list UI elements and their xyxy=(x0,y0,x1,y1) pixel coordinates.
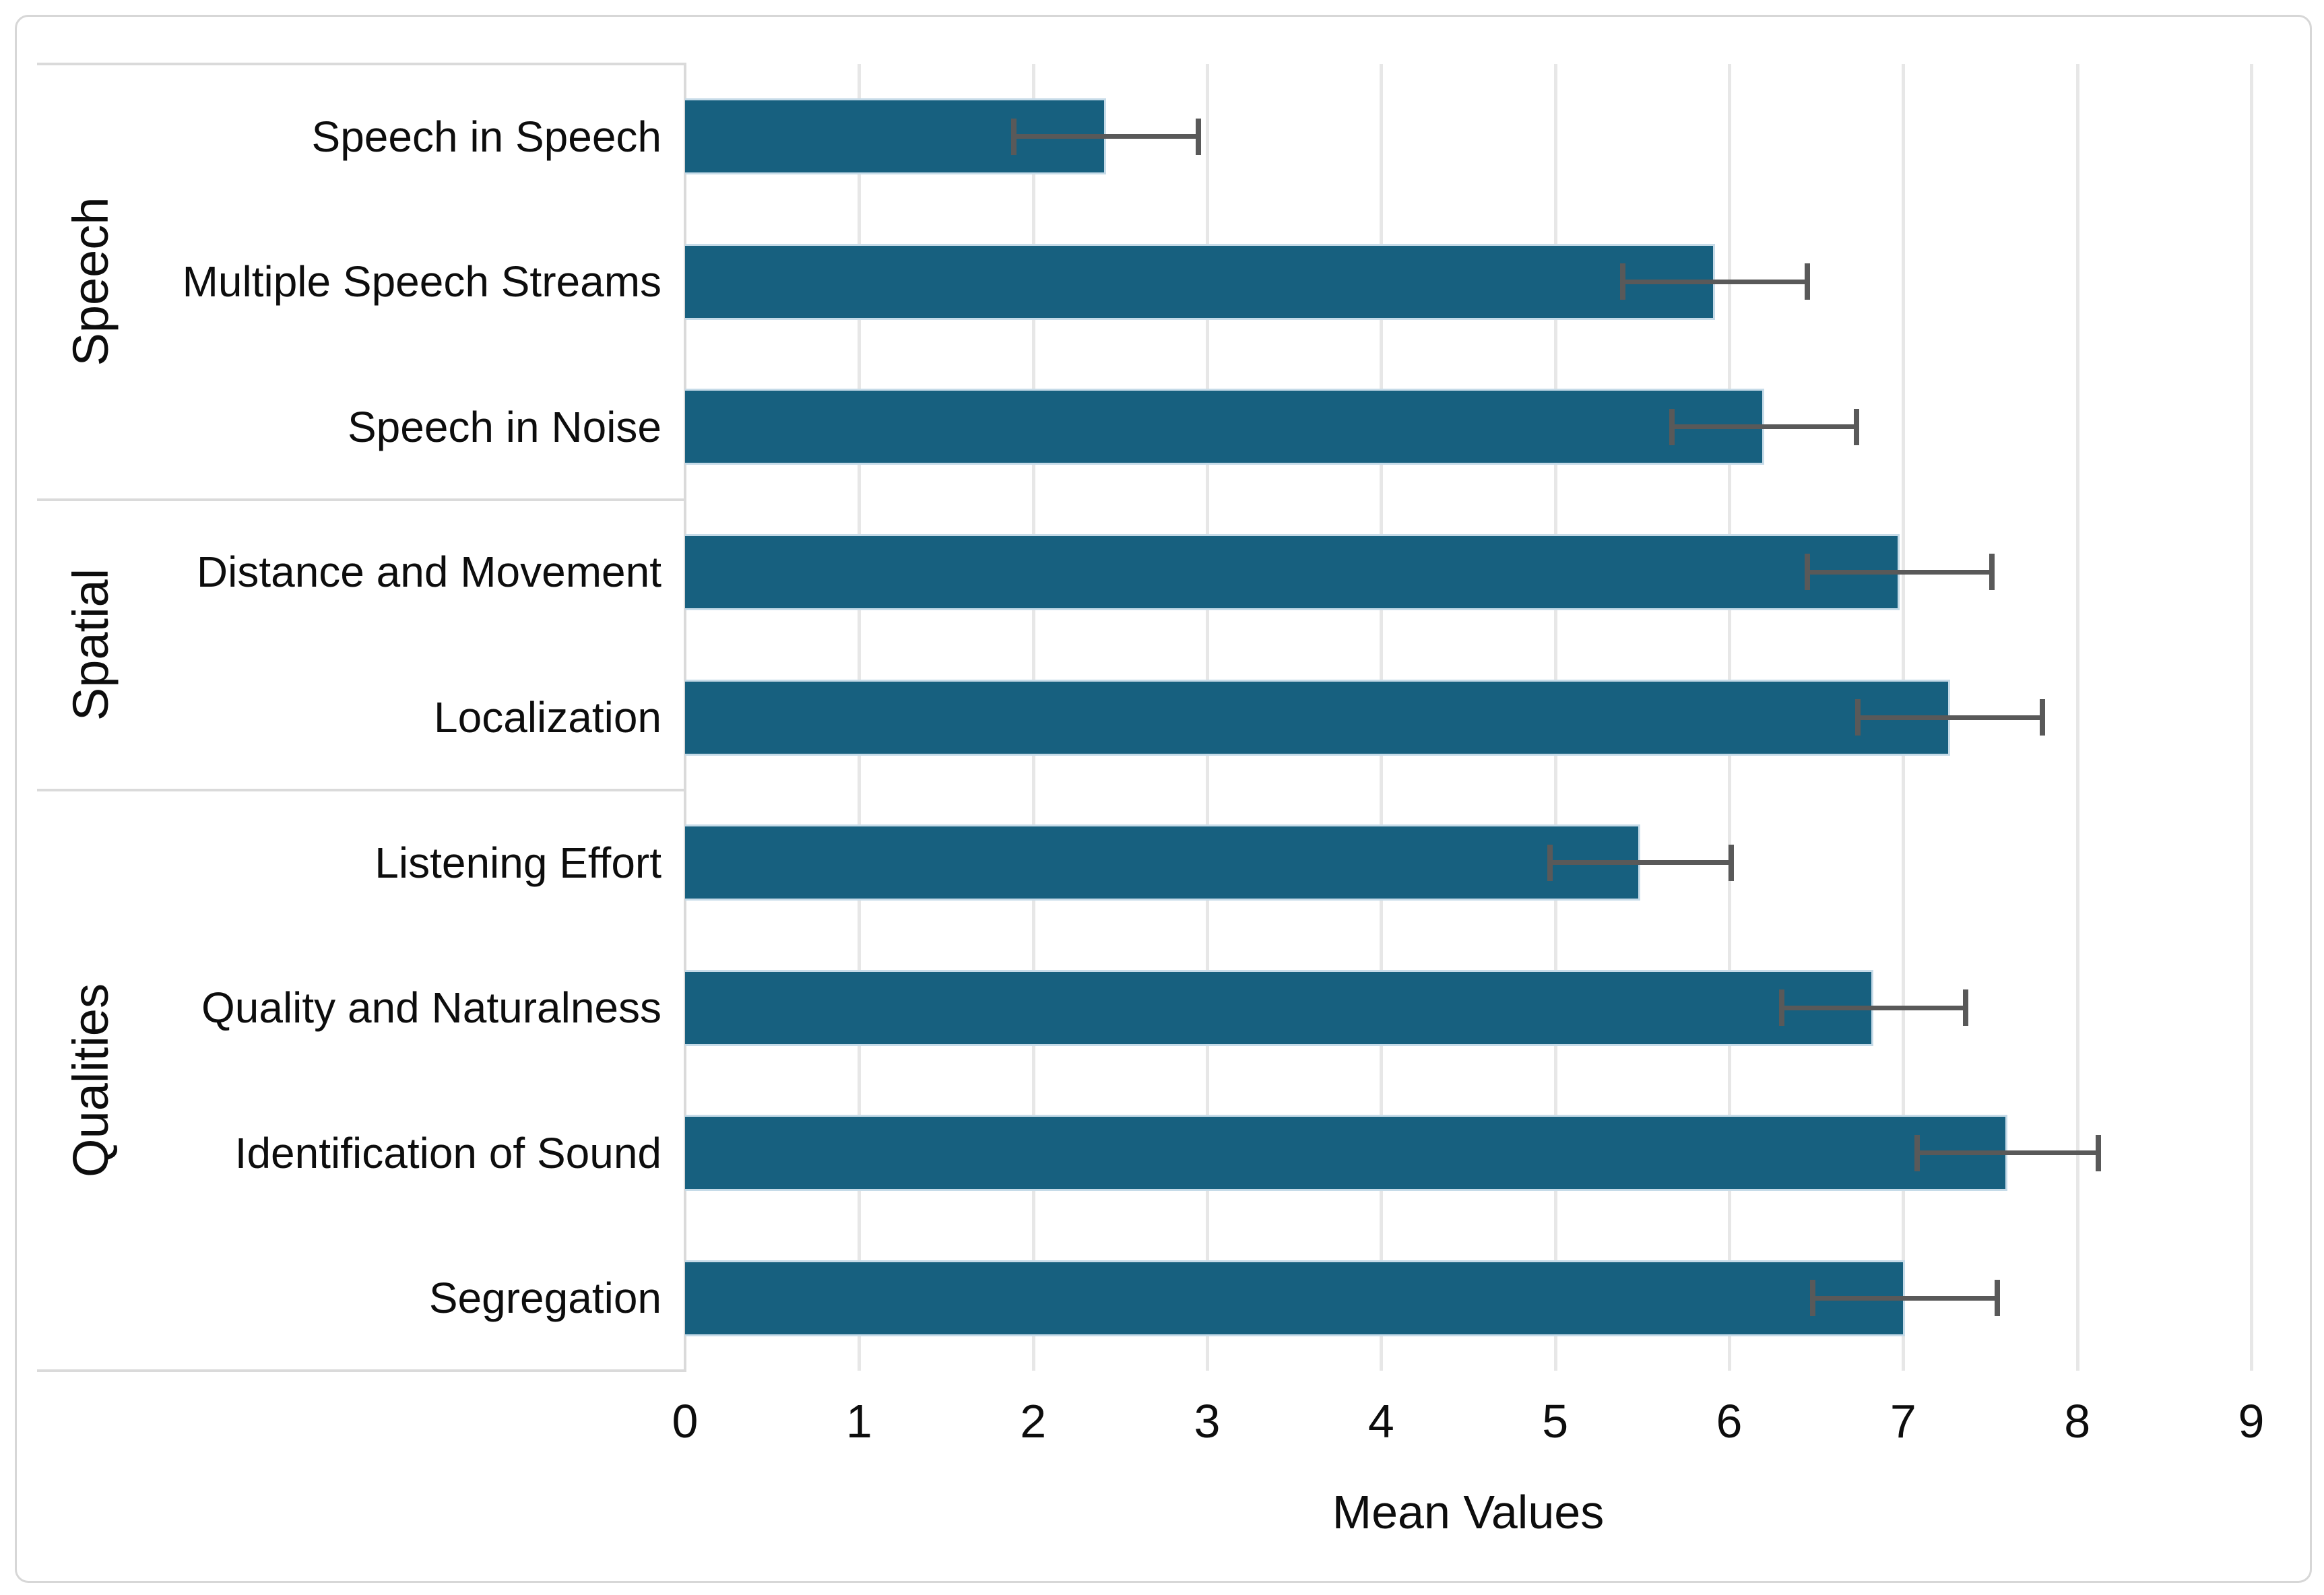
error-bar-whisker xyxy=(1858,715,2042,720)
x-tick-label: 2 xyxy=(1020,1395,1047,1447)
x-tick-label: 7 xyxy=(1890,1395,1916,1447)
error-bar-whisker xyxy=(1807,569,1993,575)
error-bar-whisker xyxy=(1623,279,1808,284)
error-bar-cap-low xyxy=(1547,844,1553,881)
error-bar-cap-low xyxy=(1011,118,1017,155)
error-bar-cap-low xyxy=(1805,554,1811,591)
x-tick-label: 9 xyxy=(2238,1395,2265,1447)
category-label: Speech in Noise xyxy=(347,402,661,451)
error-bar-whisker xyxy=(1917,1150,2098,1156)
bar xyxy=(685,1115,2008,1192)
error-bar-cap-high xyxy=(2095,1134,2101,1171)
error-bar-cap-high xyxy=(1728,844,1734,881)
error-bar-cap-low xyxy=(1810,1280,1815,1317)
gridline xyxy=(2250,64,2253,1371)
error-bar-cap-low xyxy=(1778,989,1784,1027)
error-bar-cap-high xyxy=(1989,554,1995,591)
category-label: Localization xyxy=(434,693,661,742)
x-tick-label: 8 xyxy=(2064,1395,2091,1447)
group-separator xyxy=(37,498,685,501)
group-label: Qualities xyxy=(63,983,119,1177)
x-tick-label: 0 xyxy=(672,1395,699,1447)
error-bar-cap-high xyxy=(2040,699,2045,736)
category-label: Segregation xyxy=(428,1274,661,1323)
error-bar-cap-high xyxy=(1196,118,1202,155)
bar xyxy=(685,1260,1905,1336)
group-separator xyxy=(37,788,685,791)
bar xyxy=(685,969,1874,1046)
error-bar-cap-high xyxy=(1963,989,1969,1027)
error-bar-whisker xyxy=(1781,1005,1966,1010)
x-tick-label: 3 xyxy=(1194,1395,1221,1447)
error-bar-cap-high xyxy=(1805,263,1811,300)
error-bar-whisker xyxy=(1813,1295,1997,1301)
gridline xyxy=(2075,64,2079,1371)
x-tick-label: 4 xyxy=(1367,1395,1394,1447)
error-bar-cap-low xyxy=(1855,699,1861,736)
bar xyxy=(685,824,1641,901)
error-bar-cap-low xyxy=(1914,1134,1920,1171)
bar xyxy=(685,533,1900,610)
category-label: Speech in Speech xyxy=(311,112,662,161)
group-label: Spatial xyxy=(63,568,119,721)
error-bar-cap-high xyxy=(1994,1280,2000,1317)
category-label: Listening Effort xyxy=(375,838,661,887)
panel-top-border xyxy=(37,63,685,65)
error-bar-whisker xyxy=(1014,134,1199,139)
group-label: Speech xyxy=(63,197,119,366)
x-tick-label: 1 xyxy=(845,1395,872,1447)
category-label: Identification of Sound xyxy=(234,1128,661,1177)
error-bar-cap-low xyxy=(1669,408,1675,445)
bar xyxy=(685,243,1716,320)
error-bar-whisker xyxy=(1549,860,1731,866)
x-axis-title: Mean Values xyxy=(1332,1486,1605,1538)
panel-bottom-border xyxy=(37,1369,685,1372)
category-label: Multiple Speech Streams xyxy=(182,257,661,306)
error-bar-cap-high xyxy=(1853,408,1859,445)
x-tick-label: 5 xyxy=(1542,1395,1569,1447)
category-label: Quality and Naturalness xyxy=(201,983,661,1033)
bar xyxy=(685,389,1764,465)
error-bar-cap-low xyxy=(1620,263,1626,300)
error-bar-whisker xyxy=(1671,424,1857,430)
category-label: Distance and Movement xyxy=(196,548,661,597)
bar xyxy=(685,679,1951,756)
x-tick-label: 6 xyxy=(1716,1395,1743,1447)
